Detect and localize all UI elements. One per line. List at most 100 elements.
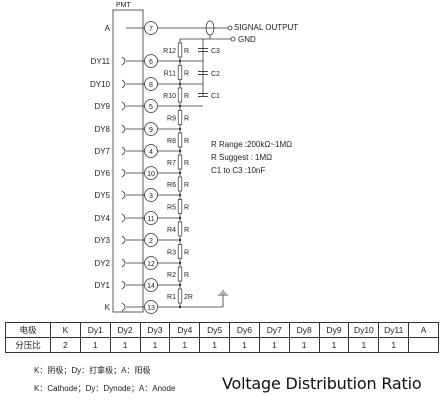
ratio-cell: 1 bbox=[199, 337, 231, 353]
ratio-cell: 1 bbox=[348, 337, 380, 353]
pin-number: 7 bbox=[149, 26, 153, 33]
pin-number: 9 bbox=[149, 127, 153, 134]
ratio-cell: 1 bbox=[79, 337, 111, 353]
resistor-value: R bbox=[184, 205, 189, 212]
gnd-label: GND bbox=[238, 35, 256, 44]
resistor-value: R bbox=[184, 227, 189, 234]
pin-number: 12 bbox=[147, 261, 155, 268]
electrode-cell: K bbox=[50, 322, 81, 338]
pin-label: DY3 bbox=[94, 236, 110, 245]
capacitor-label: C2 bbox=[211, 71, 220, 78]
capacitor-c1: C1 bbox=[180, 93, 220, 107]
resistor-r10: R10 R bbox=[163, 87, 189, 103]
pin-number-circle bbox=[144, 300, 158, 314]
ratio-cell: 2 bbox=[50, 337, 81, 353]
pin-number-circle bbox=[144, 77, 158, 91]
caption: Voltage Distribution Ratio bbox=[222, 374, 422, 393]
ratio-cell: 1 bbox=[139, 337, 171, 353]
pin-label: DY5 bbox=[94, 191, 110, 200]
pin-number-circle bbox=[144, 211, 158, 225]
pin-dy8: DY8 9 bbox=[94, 122, 182, 136]
resistor-r6: R6 R bbox=[167, 176, 189, 192]
pin-number: 2 bbox=[149, 238, 153, 245]
capacitors: C3 C2 C1 bbox=[180, 48, 220, 107]
pin-label: A bbox=[105, 24, 111, 33]
electrode-cell: Dy9 bbox=[318, 322, 350, 338]
capacitor-c2: C2 bbox=[180, 71, 220, 85]
pin-number: 3 bbox=[149, 193, 153, 200]
resistor-r1: R1 2R bbox=[167, 288, 193, 304]
pmt-label: PMT bbox=[116, 2, 132, 9]
capacitor-c3: C3 bbox=[180, 48, 220, 62]
electrode-cell: Dy10 bbox=[348, 322, 380, 338]
pin-number: 14 bbox=[147, 283, 155, 290]
pin-number: 5 bbox=[149, 104, 153, 111]
pin-dy4: DY4 11 bbox=[94, 211, 182, 225]
resistor-label: R12 bbox=[163, 48, 176, 55]
ratio-cell: 1 bbox=[169, 337, 201, 353]
electrode-cell: Dy4 bbox=[169, 322, 201, 338]
resistor-label: R1 bbox=[167, 294, 176, 301]
pin-number: 11 bbox=[147, 216, 154, 223]
pin-label: K bbox=[105, 303, 111, 312]
resistor-label: R8 bbox=[167, 138, 176, 145]
ratio-cell: 1 bbox=[378, 337, 410, 353]
resistor-value: R bbox=[184, 250, 189, 257]
electrode-cell: Dy1 bbox=[79, 322, 111, 338]
legend-chinese: K：阴极；Dy：打拿极；A：阳极 bbox=[34, 366, 151, 375]
pin-number: 10 bbox=[147, 171, 155, 178]
electrode-cell: Dy6 bbox=[229, 322, 260, 338]
ratio-cell: 1 bbox=[109, 337, 141, 353]
electrode-cell: Dy5 bbox=[199, 322, 231, 338]
pin-label: DY8 bbox=[94, 125, 110, 134]
resistor-r5: R5 R bbox=[167, 199, 189, 214]
resistor-value: R bbox=[184, 182, 189, 189]
resistor-label: R6 bbox=[167, 182, 176, 189]
signal-output-label: SIGNAL OUTPUT bbox=[234, 23, 298, 32]
pin-label: DY9 bbox=[94, 102, 110, 111]
gnd-terminal bbox=[230, 36, 236, 42]
resistor-r3: R3 R bbox=[167, 244, 189, 259]
resistor-label: R7 bbox=[167, 160, 176, 167]
ratio-cell: 1 bbox=[229, 337, 260, 353]
resistor-value: R bbox=[184, 138, 189, 145]
resistor-r11: R11 R bbox=[164, 65, 189, 80]
pin-number-circle bbox=[144, 233, 158, 247]
electrode-cell: Dy11 bbox=[378, 322, 410, 338]
capacitor-label: C1 bbox=[211, 93, 220, 100]
resistor-r8: R8 R bbox=[167, 132, 189, 148]
pin-dy9: DY9 5 bbox=[94, 99, 182, 113]
electrode-row: 电极 K Dy1 Dy2 Dy3 Dy4 Dy5 Dy6 Dy7 Dy8 Dy9 Dy10 Dy11 A bbox=[5, 322, 439, 338]
resistor-value: R bbox=[184, 116, 189, 123]
note-capacitors: C1 to C3 :10nF bbox=[211, 166, 265, 175]
pin-number: 6 bbox=[149, 59, 153, 66]
pin-dy5: DY5 3 bbox=[94, 188, 182, 202]
resistor-value: R bbox=[184, 160, 189, 167]
electrode-header: 电极 bbox=[5, 322, 51, 338]
note-r-range: R Range :200kΩ~1MΩ bbox=[211, 140, 292, 149]
resistor-r7: R7 R bbox=[167, 154, 189, 170]
resistor-label: R4 bbox=[167, 227, 176, 234]
resistor-r12: R12 R bbox=[163, 42, 189, 58]
pin-number-circle bbox=[144, 144, 158, 158]
pin-dy6: DY6 10 bbox=[94, 166, 182, 180]
ratio-header: 分压比 bbox=[5, 337, 51, 353]
signal-output-terminal bbox=[227, 25, 233, 31]
pin-label: DY7 bbox=[94, 147, 110, 156]
pin-k: K 13 bbox=[105, 300, 182, 314]
pin-label: DY4 bbox=[94, 214, 110, 223]
electrode-cell: A bbox=[408, 322, 439, 338]
voltage-ratio-table: 电极 K Dy1 Dy2 Dy3 Dy4 Dy5 Dy6 Dy7 Dy8 Dy9 Dy10 Dy11 A… bbox=[5, 322, 439, 353]
resistor-value: R bbox=[184, 93, 189, 100]
pin-dy1: DY1 14 bbox=[94, 278, 182, 292]
note-r-suggest: R Suggest : 1MΩ bbox=[211, 153, 272, 162]
pin-dy11: DY11 6 bbox=[91, 54, 182, 68]
pin-label: DY2 bbox=[94, 259, 110, 268]
pin-number-circle bbox=[144, 99, 158, 113]
resistor-value: R bbox=[184, 71, 189, 78]
pin-number-circle bbox=[144, 278, 158, 292]
electrode-cell: Dy7 bbox=[258, 322, 290, 338]
pin-number: 13 bbox=[147, 305, 155, 312]
